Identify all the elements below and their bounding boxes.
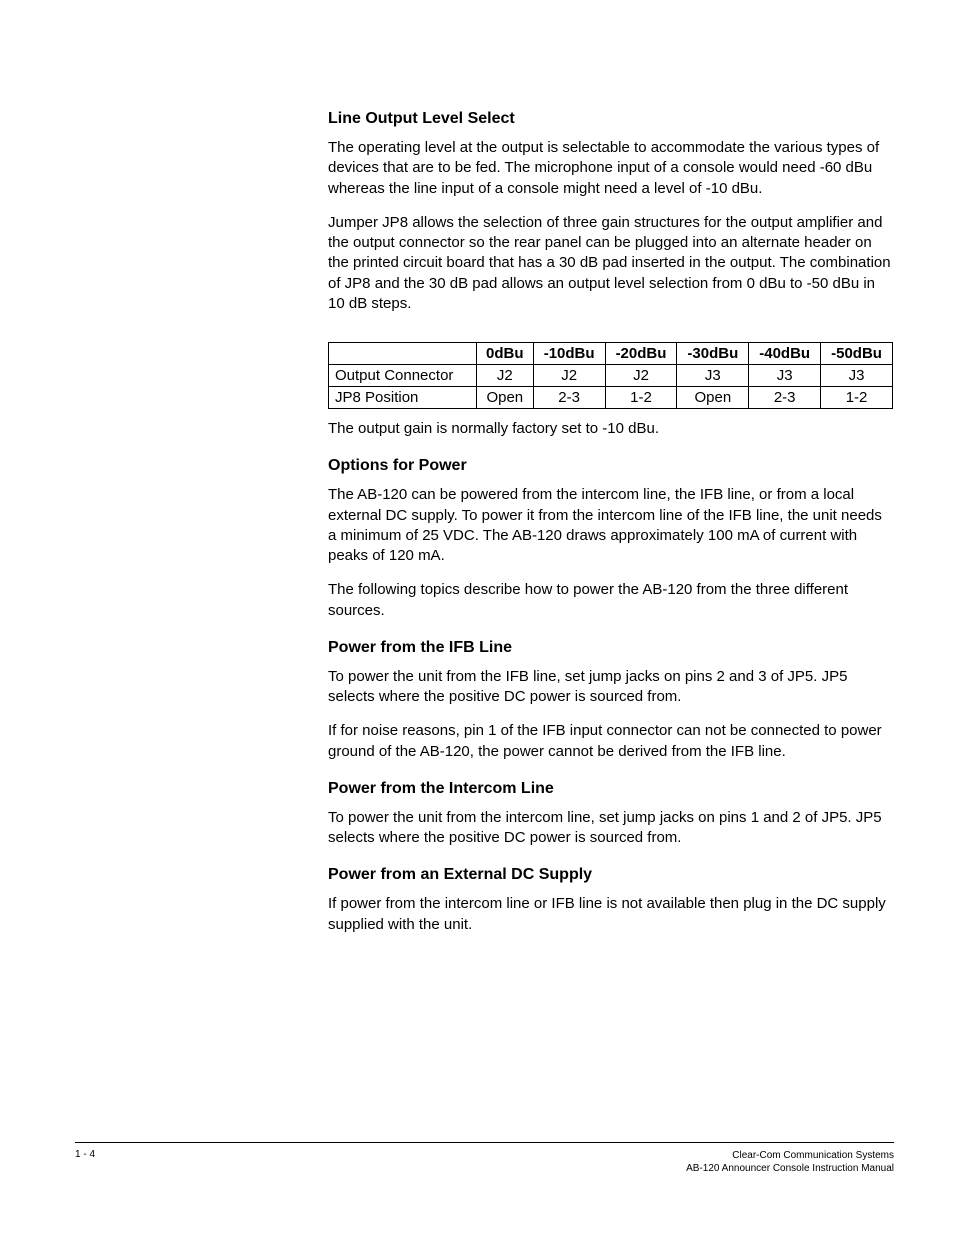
table-cell: Open <box>677 387 749 409</box>
heading-power-ifb: Power from the IFB Line <box>328 639 893 657</box>
paragraph: To power the unit from the intercom line… <box>328 808 893 849</box>
page-footer: 1 - 4 Clear-Com Communication Systems AB… <box>75 1142 894 1175</box>
paragraph: Jumper JP8 allows the selection of three… <box>328 213 893 314</box>
table-cell: 1-2 <box>605 387 677 409</box>
heading-line-output: Line Output Level Select <box>328 110 893 128</box>
table-cell: J2 <box>476 365 533 387</box>
footer-manual: AB-120 Announcer Console Instruction Man… <box>686 1162 894 1175</box>
table-cell: J3 <box>749 365 821 387</box>
page-content: Line Output Level Select The operating l… <box>328 110 893 949</box>
output-level-table: 0dBu -10dBu -20dBu -30dBu -40dBu -50dBu … <box>328 342 893 409</box>
table-cell: 2-3 <box>749 387 821 409</box>
table-header-cell: -30dBu <box>677 343 749 365</box>
table-cell: J2 <box>605 365 677 387</box>
paragraph: If for noise reasons, pin 1 of the IFB i… <box>328 721 893 762</box>
paragraph: The output gain is normally factory set … <box>328 419 893 439</box>
table-header-cell <box>329 343 477 365</box>
table-cell: J3 <box>821 365 893 387</box>
table-header-row: 0dBu -10dBu -20dBu -30dBu -40dBu -50dBu <box>329 343 893 365</box>
table-cell: J2 <box>533 365 605 387</box>
table-row: JP8 Position Open 2-3 1-2 Open 2-3 1-2 <box>329 387 893 409</box>
table-cell: 1-2 <box>821 387 893 409</box>
paragraph: The following topics describe how to pow… <box>328 580 893 621</box>
heading-power-intercom: Power from the Intercom Line <box>328 780 893 798</box>
footer-right: Clear-Com Communication Systems AB-120 A… <box>686 1149 894 1175</box>
paragraph: The operating level at the output is sel… <box>328 138 893 199</box>
table-cell: Open <box>476 387 533 409</box>
page-number: 1 - 4 <box>75 1149 95 1160</box>
table-header-cell: 0dBu <box>476 343 533 365</box>
paragraph: If power from the intercom line or IFB l… <box>328 894 893 935</box>
table-header-cell: -50dBu <box>821 343 893 365</box>
table-header-cell: -10dBu <box>533 343 605 365</box>
table-header-cell: -40dBu <box>749 343 821 365</box>
paragraph: To power the unit from the IFB line, set… <box>328 667 893 708</box>
table-row-label: JP8 Position <box>329 387 477 409</box>
paragraph: The AB-120 can be powered from the inter… <box>328 485 893 566</box>
table-cell: J3 <box>677 365 749 387</box>
table-row-label: Output Connector <box>329 365 477 387</box>
heading-power-external: Power from an External DC Supply <box>328 866 893 884</box>
table-cell: 2-3 <box>533 387 605 409</box>
footer-company: Clear-Com Communication Systems <box>686 1149 894 1162</box>
heading-options-power: Options for Power <box>328 457 893 475</box>
table-header-cell: -20dBu <box>605 343 677 365</box>
table-row: Output Connector J2 J2 J2 J3 J3 J3 <box>329 365 893 387</box>
